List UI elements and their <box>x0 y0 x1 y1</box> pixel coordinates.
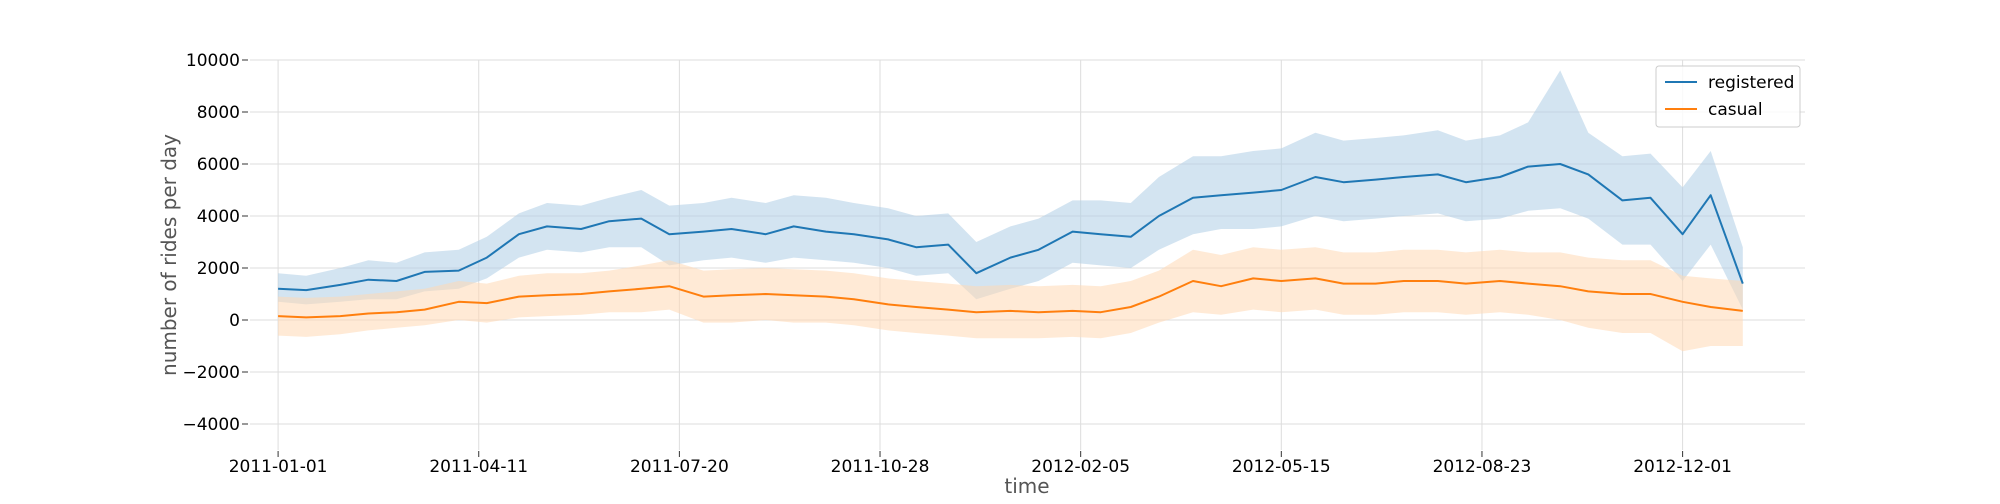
y-tick-label: 4000 <box>197 207 240 227</box>
y-tick-label: −4000 <box>182 415 240 435</box>
band-registered <box>278 70 1743 310</box>
x-tick-label: 2012-05-15 <box>1232 457 1331 477</box>
x-tick-label: 2012-02-05 <box>1031 457 1130 477</box>
x-tick-label: 2011-01-01 <box>229 457 328 477</box>
legend-label-casual: casual <box>1708 100 1763 120</box>
line-registered <box>278 163 1744 292</box>
line-casual <box>278 277 1743 319</box>
band-casual <box>278 247 1743 352</box>
x-tick-label: 2011-07-20 <box>630 457 729 477</box>
x-axis-label: time <box>1004 474 1049 498</box>
y-tick-label: 0 <box>229 311 240 331</box>
series-lines <box>278 163 1744 319</box>
legend: registered casual <box>1655 65 1801 128</box>
confidence-bands <box>278 70 1743 352</box>
legend-label-registered: registered <box>1708 73 1794 93</box>
x-tick-label: 2011-04-11 <box>429 457 528 477</box>
x-tick-label: 2011-10-28 <box>831 457 930 477</box>
y-tick-label: 8000 <box>197 103 240 123</box>
y-tick-label: 6000 <box>197 155 240 175</box>
y-axis-label: number of rides per day <box>157 134 181 376</box>
x-tick-label: 2012-08-23 <box>1433 457 1532 477</box>
y-tick-label: 10000 <box>186 51 240 71</box>
axes: −4000 −2000 0 2000 4000 6000 8000 10000 2011-01-… <box>182 51 1732 477</box>
y-tick-label: 2000 <box>197 259 240 279</box>
y-tick-label: −2000 <box>182 363 240 383</box>
x-tick-label: 2012-12-01 <box>1633 457 1732 477</box>
